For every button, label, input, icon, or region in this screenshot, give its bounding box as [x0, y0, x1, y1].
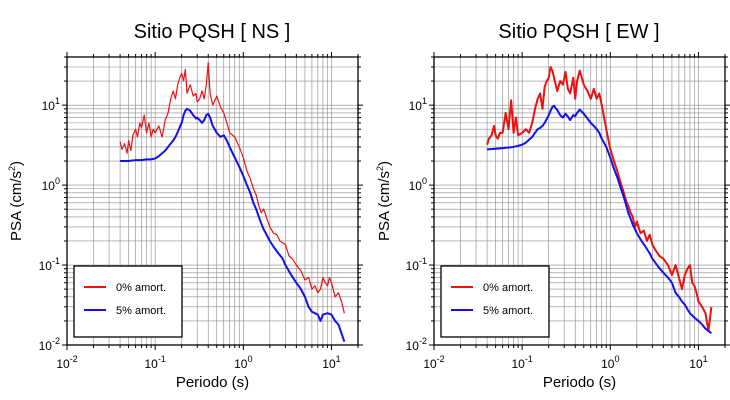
y-tick-label: 10-1 [39, 256, 60, 273]
x-axis-label: Periodo (s) [543, 374, 616, 391]
y-axis-label: PSA (cm/s2) [7, 161, 25, 241]
y-tick-base: 10 [42, 179, 56, 193]
x-tick-base: 10 [423, 357, 437, 371]
x-tick-label: 10-1 [144, 354, 165, 371]
y-tick-exponent: -2 [52, 336, 60, 346]
y-tick-base: 10 [39, 339, 53, 353]
y-tick-exponent: 1 [55, 96, 60, 106]
x-axis-label: Periodo (s) [176, 374, 249, 391]
x-tick-base: 10 [144, 357, 158, 371]
legend-label: 0% amort. [483, 282, 533, 294]
x-tick-base: 10 [234, 357, 248, 371]
chart-ew: Sitio PQSH [ EW ]10-2 10-1 100 10110-210-11… [375, 21, 730, 391]
x-tick-exponent: -1 [525, 354, 533, 364]
y-tick-exponent: -1 [52, 256, 60, 266]
y-axis-label-tail: ) [8, 161, 25, 166]
legend: 0% amort. 5% amort. [440, 265, 550, 338]
x-tick-base: 10 [601, 357, 615, 371]
series-line-0pct [119, 62, 345, 314]
x-tick-base: 10 [511, 357, 525, 371]
axis-ticks [429, 52, 730, 350]
x-tick-base: 10 [56, 357, 70, 371]
x-tick-exponent: 1 [336, 354, 341, 364]
plot-frame [66, 56, 359, 346]
legend-label: 0% amort. [116, 282, 166, 294]
x-tick-exponent: 0 [247, 354, 252, 364]
x-tick-exponent: 1 [703, 354, 708, 364]
y-tick-exponent: -1 [419, 256, 427, 266]
y-axis-label-tail: ) [376, 161, 393, 166]
y-axis-label-sup: 2 [7, 166, 17, 171]
axis-ticks [62, 52, 363, 350]
y-tick-label: 10-2 [39, 336, 60, 353]
plot-frame [433, 56, 726, 346]
x-tick-label: 10-2 [423, 354, 444, 371]
x-tick-label: 100 [601, 354, 619, 371]
y-tick-label: 100 [42, 176, 60, 193]
y-tick-exponent: -2 [419, 336, 427, 346]
legend-box [440, 265, 550, 338]
x-tick-label: 101 [689, 354, 707, 371]
x-tick-exponent: -2 [70, 354, 78, 364]
y-tick-base: 10 [409, 179, 423, 193]
chart-title: Sitio PQSH [ NS ] [134, 21, 291, 43]
x-tick-label: 10-2 [56, 354, 77, 371]
y-axis-label-main: PSA (cm/s [8, 171, 25, 241]
chart-ns: Sitio PQSH [ NS ]10-2 10-1 100 10110-210-11… [7, 21, 363, 391]
y-tick-base: 10 [42, 99, 56, 113]
y-tick-base: 10 [39, 259, 53, 273]
x-tick-exponent: 0 [614, 354, 619, 364]
x-tick-label: 100 [234, 354, 252, 371]
chart-title: Sitio PQSH [ EW ] [498, 21, 659, 43]
y-tick-label: 10-1 [406, 256, 427, 273]
y-tick-label: 101 [42, 96, 60, 113]
x-tick-label: 10-1 [511, 354, 532, 371]
y-tick-exponent: 0 [55, 176, 60, 186]
x-tick-exponent: -1 [158, 354, 166, 364]
y-tick-exponent: 0 [422, 176, 427, 186]
series-line-5pct [486, 104, 712, 335]
y-axis-label-main: PSA (cm/s [376, 171, 393, 241]
x-tick-exponent: -2 [437, 354, 445, 364]
legend-label: 5% amort. [116, 305, 166, 317]
x-tick-base: 10 [322, 357, 336, 371]
legend-box [73, 265, 183, 338]
y-axis-label: PSA (cm/s2) [375, 161, 393, 241]
y-tick-base: 10 [406, 339, 420, 353]
y-axis-label-sup: 2 [375, 166, 385, 171]
series-line-5pct [120, 107, 346, 343]
y-tick-label: 10-2 [406, 336, 427, 353]
x-tick-label: 101 [322, 354, 340, 371]
y-tick-base: 10 [409, 99, 423, 113]
y-tick-base: 10 [406, 259, 420, 273]
y-tick-exponent: 1 [422, 96, 427, 106]
series-line-0pct [486, 65, 713, 332]
x-tick-base: 10 [689, 357, 703, 371]
legend: 0% amort. 5% amort. [73, 265, 183, 338]
legend-label: 5% amort. [483, 305, 533, 317]
y-tick-label: 101 [409, 96, 427, 113]
y-tick-label: 100 [409, 176, 427, 193]
